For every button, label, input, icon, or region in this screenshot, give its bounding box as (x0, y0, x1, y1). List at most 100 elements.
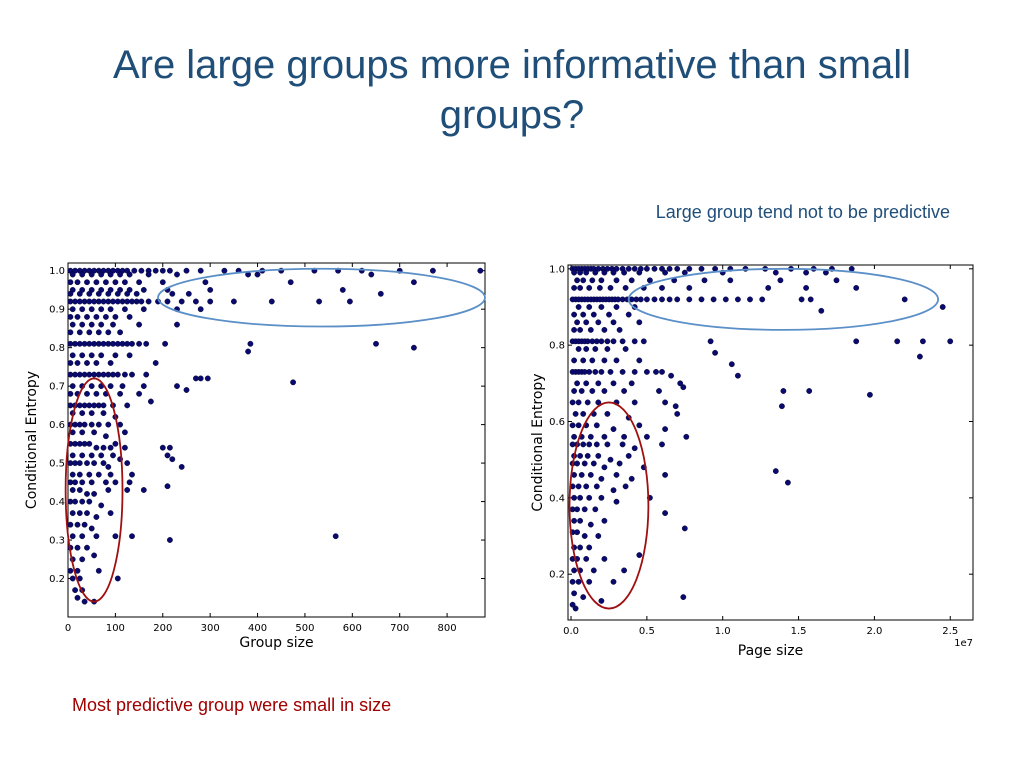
chart2-data-point (601, 517, 608, 524)
chart2-data-point (593, 441, 600, 448)
chart1-data-point (67, 521, 74, 528)
chart2-data-point (707, 338, 714, 345)
chart2-data-point (680, 384, 687, 391)
chart1-data-point (114, 371, 121, 378)
chart1-data-point (117, 329, 124, 336)
chart1-data-point (67, 290, 74, 297)
chart1-data-point (346, 298, 353, 305)
chart2-data-point (807, 296, 814, 303)
chart1-data-point (74, 314, 81, 320)
chart1-data-point (126, 479, 133, 486)
chart2-data-point (681, 269, 688, 276)
chart1-data-point (368, 271, 375, 278)
chart1-data-point (86, 329, 93, 336)
chart1-data-point (131, 267, 138, 274)
chart1-data-point (88, 479, 95, 486)
chart1-data-point (103, 433, 109, 440)
chart2-data-point (574, 506, 580, 513)
chart2-data-point (610, 578, 617, 585)
chart1-data-point (93, 444, 100, 451)
chart2-data-point (619, 369, 626, 375)
chart2-data-point (586, 441, 593, 448)
chart2-data-point (916, 353, 923, 360)
chart1-data-point (86, 298, 93, 305)
chart2-data-point (592, 269, 599, 276)
chart1-data-point (112, 279, 119, 286)
chart2-data-point (601, 555, 608, 562)
chart1-y-tick-label: 0.3 (49, 536, 65, 547)
chart2-data-point (583, 346, 590, 352)
chart1-data-point (76, 471, 83, 478)
chart1-data-point (122, 306, 128, 313)
chart1-data-point (410, 344, 417, 351)
chart1-highlight-ellipse (157, 267, 486, 328)
chart2-data-point (659, 296, 665, 303)
chart2-data-point (578, 471, 585, 478)
chart2-data-point (592, 506, 599, 513)
chart2-data-point (586, 578, 593, 585)
chart1-data-point (174, 271, 180, 278)
chart2-data-point (580, 357, 587, 364)
chart1-data-point (69, 452, 76, 459)
chart2-data-point (580, 410, 587, 417)
chart1-data-point (79, 498, 86, 505)
chart2-data-point (569, 422, 576, 429)
chart2-data-point (622, 346, 629, 352)
chart2-data-point (625, 311, 632, 318)
chart1-data-point (268, 298, 275, 305)
chart2-data-point (592, 369, 599, 375)
chart1-data-point (79, 533, 86, 540)
chart2-data-point (581, 533, 588, 539)
chart1-data-point (112, 533, 119, 540)
chart2-data-point (662, 471, 669, 478)
chart1-data-point (197, 306, 204, 313)
chart1-data-point (86, 402, 93, 409)
chart2-data-point (636, 357, 643, 364)
chart2-data-point (806, 388, 813, 394)
chart2-x-tick-label: 0.5 (639, 626, 655, 637)
chart2-data-point (586, 285, 593, 291)
chart2-data-point (587, 521, 594, 528)
chart2-data-point (613, 304, 620, 310)
chart1-data-point (373, 340, 379, 347)
chart2-data-point (818, 307, 825, 314)
chart1-data-point (84, 360, 90, 366)
chart1-data-point (69, 352, 76, 359)
chart2-data-point (631, 445, 638, 452)
chart2-data-point (571, 311, 577, 318)
chart2-data-point (575, 304, 582, 310)
chart2-data-point (604, 338, 611, 345)
chart2-data-point (610, 319, 617, 326)
chart1-data-point (79, 410, 86, 417)
chart1-data-point (103, 479, 109, 486)
chart2-data-point (595, 533, 602, 539)
chart2-data-point (613, 471, 620, 478)
chart1-data-point (84, 510, 90, 517)
chart2-data-point (598, 338, 605, 345)
chart2-data-point (571, 517, 577, 524)
page-size-scatter-chart: 0.0 0.5 1.0 1.5 2.0 2.5 0.2 0.4 0.6 0.8 1.0 Page si… (530, 264, 974, 659)
chart1-data-point (69, 306, 76, 313)
chart2-data-point (784, 479, 791, 486)
chart2-data-point (662, 426, 669, 433)
chart1-data-point (166, 537, 173, 543)
chart1-data-point (95, 329, 102, 336)
chart2-data-point (598, 494, 605, 501)
chart1-data-point (147, 398, 154, 405)
chart1-data-point (98, 271, 105, 278)
chart1-x-tick-label: 200 (153, 623, 172, 634)
chart1-data-point (88, 321, 95, 328)
chart2-data-point (577, 452, 583, 459)
chart2-data-point (666, 296, 673, 303)
chart2-data-point (701, 277, 708, 284)
chart2-data-point (575, 346, 582, 352)
chart1-data-point (86, 290, 93, 297)
chart1-data-point (112, 440, 119, 447)
chart2-data-point (569, 601, 576, 608)
chart1-x-axis-label: Group size (239, 635, 313, 651)
chart1-data-point (74, 544, 81, 551)
chart1-data-point (143, 371, 150, 378)
chart2-data-point (601, 357, 608, 364)
chart1-data-point (152, 360, 159, 366)
chart1-data-point (114, 290, 121, 297)
